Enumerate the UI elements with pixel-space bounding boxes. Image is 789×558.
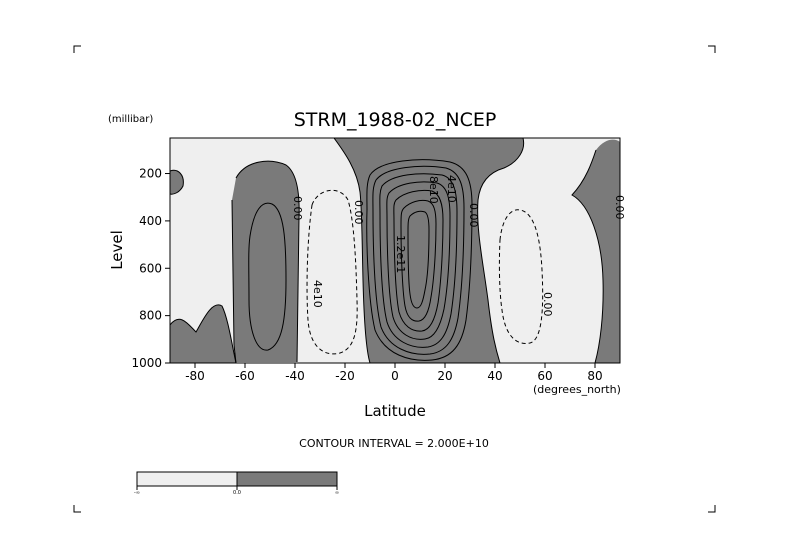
contour-label: 0.00 (291, 196, 304, 221)
contour-label: 1.2e11 (394, 235, 407, 273)
contour-label: 4e10 (311, 280, 324, 308)
y-tick-label: 1000 (131, 356, 162, 370)
contour-lines (170, 138, 604, 363)
colorbar-label: ∞ (335, 490, 339, 496)
x-tick-label: -40 (285, 369, 305, 383)
x-tick-label: -60 (235, 369, 255, 383)
contour-label: 4e10 (445, 175, 458, 203)
y-tick-label: 400 (139, 214, 162, 228)
contour-positive-1.6e11 (407, 210, 430, 309)
positive-region-left-edge (170, 170, 184, 195)
contour-zero-southern (235, 160, 300, 363)
y-tick-label: 200 (139, 167, 162, 181)
contour-positive-south (248, 202, 287, 351)
contour-positive-1.2e11 (393, 189, 444, 332)
y-axis-label: Level (108, 230, 126, 270)
colorbar-label: 0.0 (233, 490, 241, 496)
x-axis: -80 -60 -40 -20 0 20 40 60 80 (185, 363, 603, 383)
contour-labels: 0.00 0.00 4e10 0.00 1.2e11 8e10 4e10 0.0… (291, 175, 626, 317)
colorbar: -∞ 0.0 ∞ (134, 471, 339, 496)
colorbar-negative (136, 471, 238, 487)
contour-label: 8e10 (427, 176, 440, 204)
contour-interval: CONTOUR INTERVAL = 2.000E+10 (299, 437, 489, 450)
x-tick-label: 60 (537, 369, 552, 383)
positive-region-left-bottom (170, 304, 236, 363)
contour-label: 0.00 (467, 203, 480, 228)
contour-zero-left-bottom (170, 304, 237, 363)
contour-zero-tropical-east (477, 138, 525, 363)
colorbar-label: -∞ (134, 490, 140, 496)
contour-positive-4e10 (366, 159, 473, 361)
contour-positive-6e10 (372, 165, 465, 355)
x-tick-label: 80 (587, 369, 602, 383)
contour-negative-north (498, 209, 544, 344)
y-axis: 200 400 600 800 1000 (131, 167, 170, 370)
positive-region-northern (572, 139, 620, 363)
y-tick-label: 600 (139, 261, 162, 275)
x-tick-label: -80 (185, 369, 205, 383)
colorbar-positive (236, 471, 338, 487)
x-tick-label: 0 (391, 369, 399, 383)
contour-positive-8e10 (379, 173, 458, 348)
x-axis-label: Latitude (364, 402, 426, 420)
crop-marks (73, 45, 716, 513)
contour-label: 0.00 (352, 200, 365, 225)
x-tick-label: 40 (487, 369, 502, 383)
y-tick-label: 800 (139, 309, 162, 323)
x-units: (degrees_north) (533, 383, 621, 396)
positive-region-southern (232, 161, 300, 362)
contour-positive-1e11 (386, 181, 451, 340)
contour-positive-1.4e11 (400, 199, 437, 322)
x-tick-label: 20 (437, 369, 452, 383)
chart-title: STRM_1988-02_NCEP (294, 109, 497, 131)
contour-zero-northern (571, 149, 604, 363)
contour-negative-south (306, 190, 358, 355)
y-units: (millibar) (108, 114, 153, 125)
contour-zero-left-edge (170, 169, 184, 195)
x-tick-label: -20 (335, 369, 355, 383)
contour-zero-tropical-west (333, 138, 371, 363)
contour-label: 0.00 (541, 292, 554, 317)
contour-zero-southern-west (231, 199, 237, 363)
